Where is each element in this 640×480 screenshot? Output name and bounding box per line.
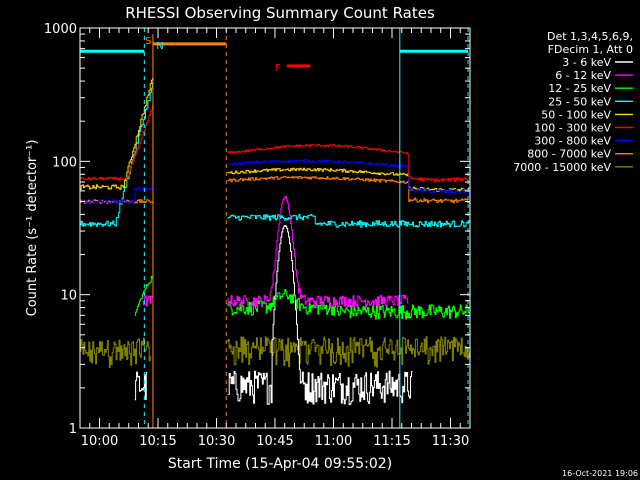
x-tick-label: 11:30 — [432, 434, 469, 449]
series-layer — [80, 78, 470, 405]
series-line-12-25-kev — [134, 275, 470, 320]
legend-header-line: Det 1,3,4,5,6,9, — [547, 30, 633, 43]
x-tick-label: 11:00 — [315, 434, 352, 449]
plot-frame — [79, 27, 471, 429]
y-tick-label: 10 — [60, 289, 77, 304]
legend-entry-label: 800 - 7000 keV — [527, 148, 611, 161]
y-axis-label: Count Rate (s⁻¹ detector⁻¹) — [25, 140, 40, 317]
series-line-100-300-kev — [80, 105, 470, 183]
series-line-7000-15000-kev — [80, 336, 470, 368]
x-axis-label: Start Time (15-Apr-04 09:55:02) — [168, 456, 392, 472]
series-line-3-6-kev — [134, 225, 413, 405]
x-tick-label: 10:45 — [256, 434, 293, 449]
night-label: N — [156, 41, 163, 52]
legend-entry-label: 50 - 100 keV — [541, 108, 611, 121]
series-line-25-50-kev — [80, 82, 470, 228]
footer-date: 16-Oct-2021 19:06 — [562, 469, 638, 478]
legend-entry-label: 300 - 800 keV — [534, 135, 611, 148]
legend-header-line: FDecim 1, Att 0 — [548, 43, 633, 56]
overlay-layer: S N F — [79, 28, 469, 428]
y-tick-label: 1000 — [44, 22, 77, 37]
legend-entry-label: 3 - 6 keV — [562, 56, 611, 69]
x-tick-label: 10:30 — [198, 434, 235, 449]
x-tick-label: 10:15 — [139, 434, 176, 449]
legend-entry-label: 12 - 25 keV — [548, 82, 611, 95]
saa-label: S — [145, 36, 151, 47]
chart-title: RHESSI Observing Summary Count Rates — [125, 4, 435, 22]
axes-layer: 1 10 100 1000 10:00 10:15 10:30 10:45 11:00 11:15… — [44, 22, 471, 449]
legend-entry-label: 6 - 12 keV — [555, 69, 611, 82]
legend: Det 1,3,4,5,6,9,FDecim 1, Att 03 - 6 keV… — [513, 30, 633, 174]
flare-label: F — [275, 63, 281, 74]
y-tick-label: 1 — [69, 422, 77, 437]
legend-entry-label: 25 - 50 keV — [548, 95, 611, 108]
legend-entry-label: 7000 - 15000 keV — [513, 161, 611, 174]
x-tick-label: 10:00 — [81, 434, 118, 449]
series-line-50-100-kev — [80, 78, 470, 192]
y-tick-label: 100 — [52, 155, 77, 170]
series-line-300-800-kev — [80, 159, 470, 204]
legend-entry-label: 100 - 300 keV — [534, 122, 611, 135]
x-tick-label: 11:15 — [373, 434, 410, 449]
